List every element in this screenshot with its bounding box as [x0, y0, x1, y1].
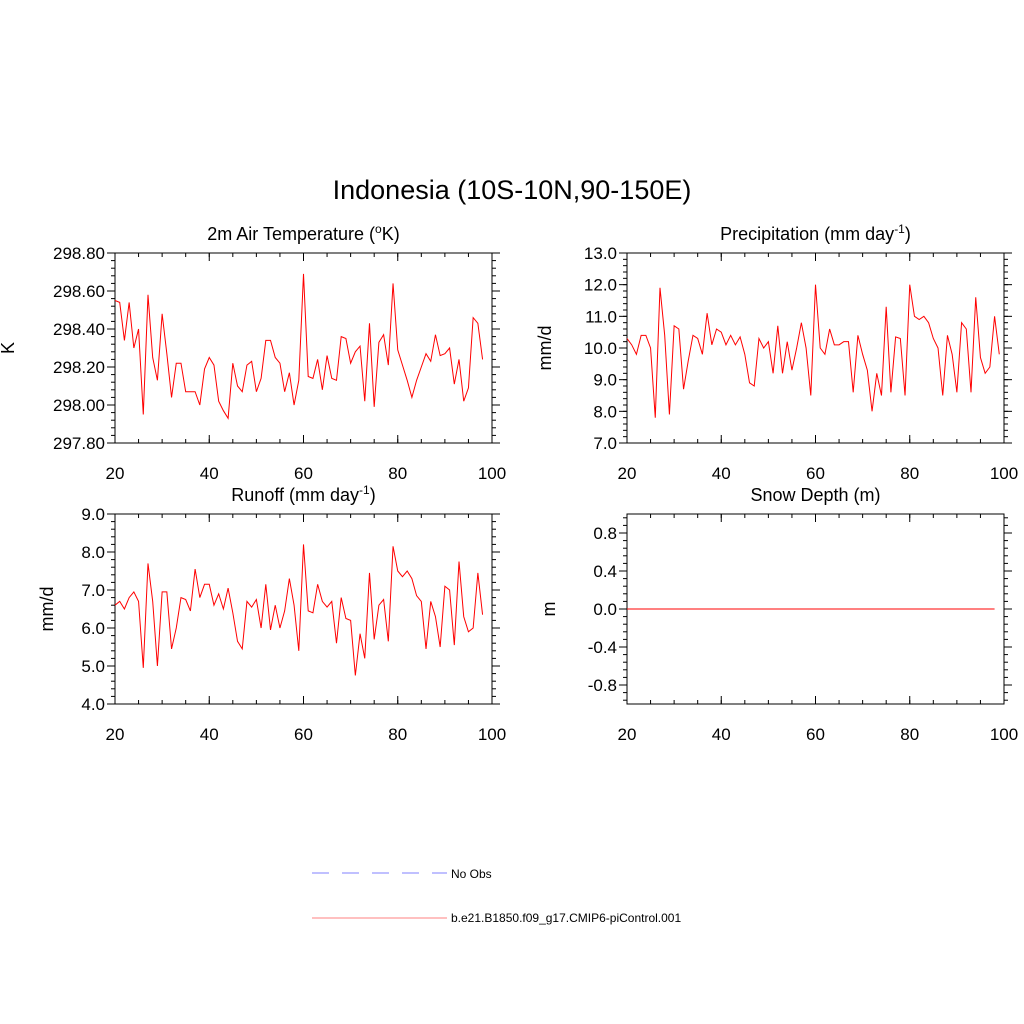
chart1-title-main: Precipitation (mm day [720, 224, 894, 244]
chart1-title-suffix: ) [905, 224, 911, 244]
chart3-y-axis-label: m [539, 602, 559, 617]
chart0-y-tick-label-297-8: 297.80 [53, 434, 105, 453]
chart1-title-superscript: -1 [894, 222, 905, 236]
chart2-y-tick-label-6: 6.0 [81, 619, 105, 638]
chart1-title: Precipitation (mm day-1) [720, 222, 911, 244]
chart0-x-tick-label-40: 40 [200, 464, 219, 483]
chart2-title-main: Runoff (mm day [231, 485, 359, 505]
chart0-y-tick-label-298-8: 298.80 [53, 244, 105, 263]
chart2-x-tick-label-80: 80 [388, 725, 407, 744]
chart3-y-tick-label-0: 0.0 [593, 600, 617, 619]
chart2-title: Runoff (mm day-1) [231, 483, 375, 505]
panel-snow-depth: 20 40 60 80 100 -0.8 -0.4 0.0 0.4 0.8 Snow Depth (… [539, 485, 1018, 744]
chart0-x-tick-label-100: 100 [478, 464, 506, 483]
chart3-y-tick-label--0-8: -0.8 [588, 676, 617, 695]
chart0-series-line-0 [114, 273, 484, 420]
chart2-y-tick-label-4: 4.0 [81, 695, 105, 714]
chart0-title-suffix: K) [382, 224, 400, 244]
chart1-x-tick-label-100: 100 [990, 464, 1018, 483]
legend-label-model: b.e21.B1850.f09_g17.CMIP6-piControl.001 [451, 911, 681, 925]
legend-label-obs: No Obs [451, 867, 492, 881]
chart0-title: 2m Air Temperature (oK) [207, 222, 399, 244]
panel-runoff: 20 40 60 80 100 4.0 5.0 6.0 7.0 8.0 9.0 Runoff (mm … [37, 483, 506, 744]
chart2-x-tick-label-40: 40 [200, 725, 219, 744]
chart2-y-tick-label-9: 9.0 [81, 505, 105, 524]
chart1-series-line-0 [626, 284, 1000, 418]
figure-title: Indonesia (10S-10N,90-150E) [333, 175, 692, 205]
chart0-x-tick-label-60: 60 [294, 464, 313, 483]
chart0-y-tick-label-298-2: 298.20 [53, 358, 105, 377]
chart2-plot-frame [114, 513, 493, 705]
chart2-x-tick-label-20: 20 [106, 725, 125, 744]
chart0-y-tick-label-298-6: 298.60 [53, 282, 105, 301]
chart1-x-tick-label-80: 80 [900, 464, 919, 483]
chart3-y-tick-label--0-4: -0.4 [588, 638, 617, 657]
chart3-x-tick-label-60: 60 [806, 725, 825, 744]
chart1-y-tick-label-7: 7.0 [593, 434, 617, 453]
chart3-x-tick-label-40: 40 [712, 725, 731, 744]
chart1-y-tick-label-8: 8.0 [593, 402, 617, 421]
legend: No Obs b.e21.B1850.f09_g17.CMIP6-piContr… [312, 867, 681, 925]
chart0-y-tick-label-298-4: 298.40 [53, 320, 105, 339]
chart3-x-tick-label-20: 20 [618, 725, 637, 744]
chart3-y-tick-label-0-8: 0.8 [593, 524, 617, 543]
chart1-y-tick-label-12: 12.0 [584, 276, 617, 295]
chart1-x-tick-label-40: 40 [712, 464, 731, 483]
panel-precipitation: 20 40 60 80 100 7.0 8.0 9.0 10.0 11.0 12.0 13.0 Prec… [535, 222, 1018, 483]
chart2-series-line-0 [114, 544, 484, 676]
chart0-y-tick-label-298: 298.00 [53, 396, 105, 415]
chart2-y-axis-label: mm/d [37, 587, 57, 632]
chart1-plot-frame [626, 252, 1005, 444]
chart1-x-tick-label-60: 60 [806, 464, 825, 483]
chart3-title-main: Snow Depth (m) [750, 485, 880, 505]
chart2-y-tick-label-5: 5.0 [81, 657, 105, 676]
chart1-y-tick-label-9: 9.0 [593, 371, 617, 390]
chart1-y-tick-label-10: 10.0 [584, 339, 617, 358]
chart1-x-tick-label-20: 20 [618, 464, 637, 483]
chart3-title: Snow Depth (m) [750, 485, 880, 505]
chart3-x-tick-label-80: 80 [900, 725, 919, 744]
chart2-y-tick-label-8: 8.0 [81, 543, 105, 562]
chart0-title-main: 2m Air Temperature ( [207, 224, 375, 244]
chart3-x-tick-label-100: 100 [990, 725, 1018, 744]
chart2-title-superscript: -1 [359, 483, 370, 497]
chart3-y-tick-label-0-4: 0.4 [593, 562, 617, 581]
chart0-x-tick-label-80: 80 [388, 464, 407, 483]
chart0-title-superscript: o [375, 222, 382, 236]
chart2-x-tick-label-100: 100 [478, 725, 506, 744]
chart1-y-tick-label-11: 11.0 [585, 307, 617, 326]
chart0-y-axis-label: K [0, 342, 18, 354]
chart2-title-suffix: ) [370, 485, 376, 505]
chart2-x-tick-label-60: 60 [294, 725, 313, 744]
chart0-x-tick-label-20: 20 [106, 464, 125, 483]
chart2-y-tick-label-7: 7.0 [81, 581, 105, 600]
chart1-y-axis-label: mm/d [535, 326, 555, 371]
panel-temperature: 20 40 60 80 100 297.80 298.00 298.20 298.40 298.6… [0, 222, 506, 483]
chart1-y-tick-label-13: 13.0 [584, 244, 617, 263]
